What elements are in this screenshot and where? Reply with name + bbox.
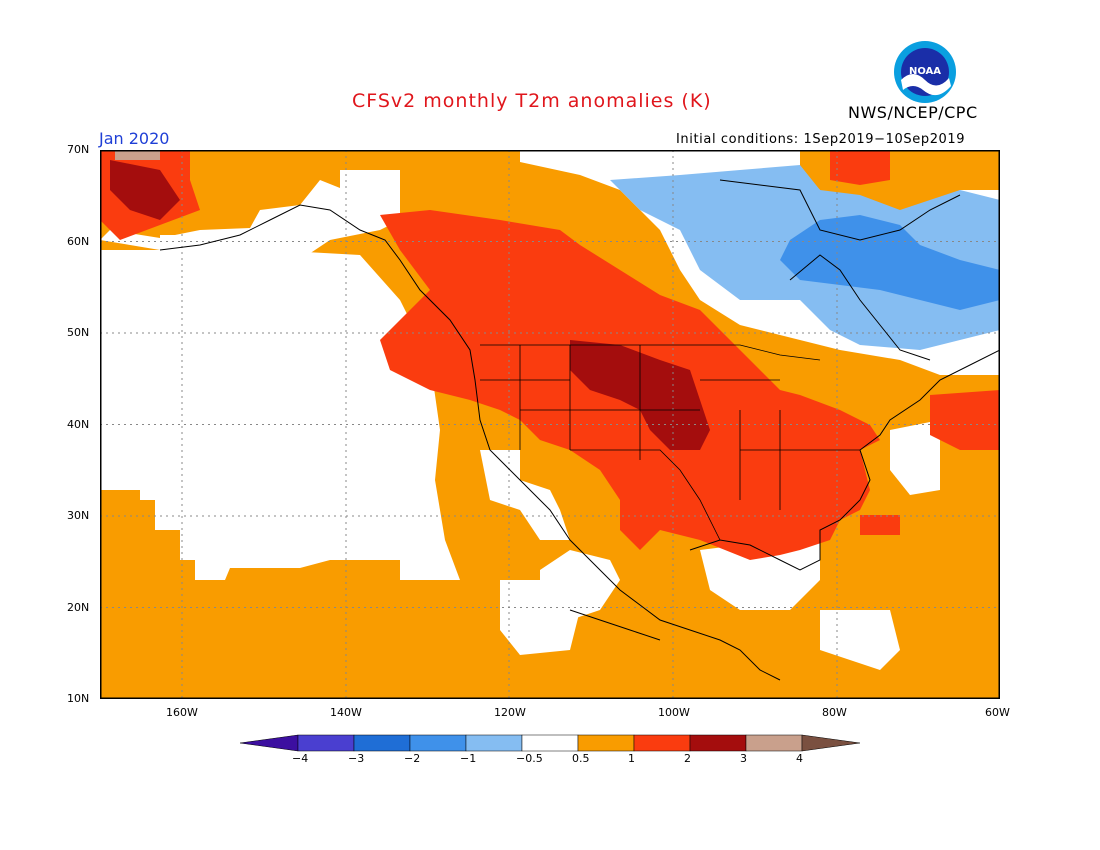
lat-label: 10N <box>67 692 90 705</box>
color-legend <box>240 734 861 752</box>
legend-label: −3 <box>348 752 365 765</box>
lat-label: 40N <box>67 418 90 431</box>
lon-label: 140W <box>330 706 362 719</box>
white-region-atlantic <box>890 420 940 495</box>
legend-label: −1 <box>460 752 477 765</box>
legend-cell <box>297 734 355 752</box>
lat-label: 70N <box>67 143 90 156</box>
legend-label: −4 <box>292 752 309 765</box>
borders <box>480 344 860 541</box>
red-region-atlantic <box>930 390 1000 450</box>
legend-arrow-low <box>240 734 299 752</box>
white-region-east-pacific <box>500 580 580 655</box>
lon-label: 80W <box>822 706 847 719</box>
white-region-caribbean <box>820 610 900 670</box>
legend-cell <box>353 734 411 752</box>
legend-cell <box>745 734 803 752</box>
white-region-alaska <box>100 170 400 270</box>
legend-label: −0.5 <box>516 752 543 765</box>
lat-label: 20N <box>67 601 90 614</box>
legend-label: 0.5 <box>572 752 590 765</box>
legend-arrow-high <box>801 734 861 752</box>
tan-region-arctic <box>115 150 160 160</box>
org-label: NWS/NCEP/CPC <box>848 103 978 122</box>
darkred-region-alaska <box>110 160 180 220</box>
lon-label: 120W <box>494 706 526 719</box>
lat-label: 60N <box>67 235 90 248</box>
legend-cell <box>577 734 635 752</box>
graticule <box>100 150 1000 699</box>
coastlines <box>159 179 1000 681</box>
noaa-logo-icon: NOAA <box>894 41 956 103</box>
lon-label: 100W <box>658 706 690 719</box>
anomaly-map <box>100 150 1000 699</box>
legend-label: 4 <box>796 752 803 765</box>
white-region-southwest <box>480 450 570 540</box>
map-title: CFSv2 monthly T2m anomalies (K) <box>352 90 712 112</box>
lat-label: 30N <box>67 509 90 522</box>
lon-label: 160W <box>166 706 198 719</box>
legend-label: −2 <box>404 752 421 765</box>
lat-label: 50N <box>67 326 90 339</box>
red-region-greenland <box>830 150 890 185</box>
legend-label: 3 <box>740 752 747 765</box>
forecast-month: Jan 2020 <box>99 129 170 148</box>
legend-label: 1 <box>628 752 635 765</box>
svg-text:NOAA: NOAA <box>909 66 941 77</box>
initial-conditions: Initial conditions: 1Sep2019−10Sep2019 <box>676 132 966 147</box>
legend-cell <box>521 734 579 752</box>
legend-cell <box>689 734 747 752</box>
legend-label: 2 <box>684 752 691 765</box>
lon-label: 60W <box>985 706 1010 719</box>
blue-region-hudson <box>780 215 1000 310</box>
white-region-north-pacific <box>100 235 460 580</box>
legend-cell <box>409 734 467 752</box>
red-region-atlantic-south <box>860 515 900 535</box>
legend-cell <box>465 734 523 752</box>
legend-cell <box>633 734 691 752</box>
